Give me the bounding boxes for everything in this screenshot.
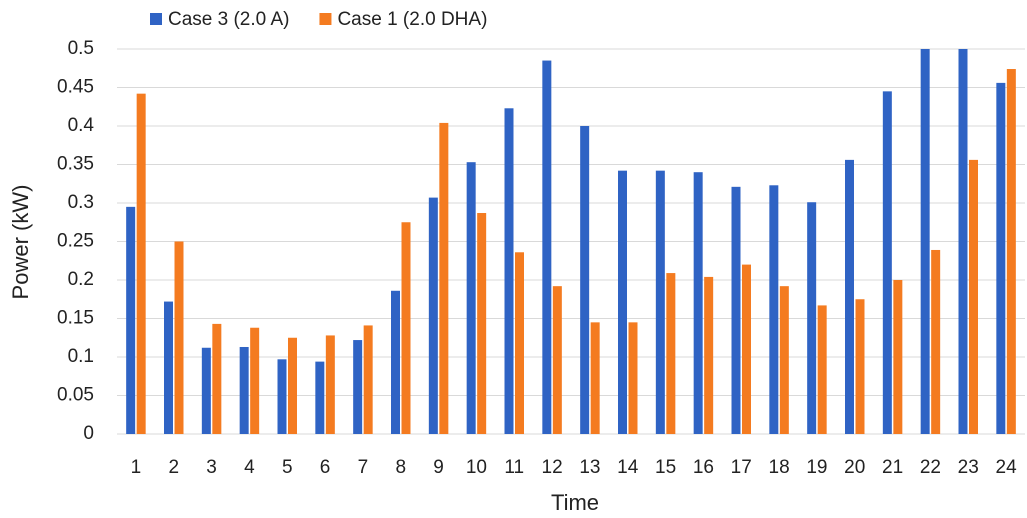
x-tick-label: 21 xyxy=(882,457,903,478)
x-tick-label: 20 xyxy=(844,457,865,478)
bar xyxy=(504,108,514,434)
x-tick-label: 23 xyxy=(958,457,979,478)
x-tick-label: 7 xyxy=(358,457,369,478)
bar xyxy=(288,337,297,434)
y-tick-label: 0.15 xyxy=(57,308,94,329)
x-tick-label: 11 xyxy=(504,457,524,478)
bar xyxy=(882,91,892,434)
bar xyxy=(401,222,411,434)
bar xyxy=(1006,69,1016,435)
x-tick-label: 22 xyxy=(920,457,941,478)
bar xyxy=(201,347,211,434)
bar xyxy=(958,49,968,434)
bar xyxy=(552,286,562,434)
legend-swatch xyxy=(319,13,332,25)
bar xyxy=(126,206,136,434)
x-tick-label: 2 xyxy=(168,457,179,478)
bar xyxy=(618,170,627,434)
bar xyxy=(212,323,222,434)
x-tick-label: 18 xyxy=(769,457,790,478)
y-tick-label: 0.35 xyxy=(57,154,94,175)
x-tick-label: 13 xyxy=(579,457,600,478)
x-tick-label: 14 xyxy=(617,457,639,478)
bar xyxy=(239,346,249,434)
y-tick-label: 0.4 xyxy=(68,115,95,136)
bar xyxy=(250,327,260,434)
bar xyxy=(477,213,487,434)
bar xyxy=(628,322,638,434)
bar xyxy=(590,322,600,434)
x-tick-label: 17 xyxy=(731,457,752,478)
bar xyxy=(428,197,438,434)
bar xyxy=(542,60,552,435)
bar xyxy=(391,290,400,434)
y-tick-label: 0.1 xyxy=(68,346,94,367)
x-tick-label: 16 xyxy=(693,457,714,478)
y-tick-label: 0.05 xyxy=(57,385,94,406)
x-tick-label: 4 xyxy=(244,457,255,478)
legend-label: Case 3 (2.0 A) xyxy=(168,9,289,30)
x-tick-label: 24 xyxy=(996,457,1018,478)
bar xyxy=(704,276,714,434)
bar xyxy=(439,122,449,435)
x-tick-label: 5 xyxy=(282,457,293,478)
y-tick-label: 0.3 xyxy=(68,192,94,213)
bar xyxy=(845,159,854,434)
x-tick-label: 1 xyxy=(131,457,142,478)
y-tick-label: 0 xyxy=(83,423,94,444)
bar xyxy=(855,299,865,434)
x-tick-label: 12 xyxy=(542,457,563,478)
bar xyxy=(363,325,373,434)
bar xyxy=(969,159,978,434)
x-tick-label: 8 xyxy=(395,457,406,478)
bar xyxy=(893,280,903,434)
legend-swatch xyxy=(150,13,162,25)
x-tick-label: 19 xyxy=(806,457,827,478)
bar xyxy=(666,273,676,434)
bar xyxy=(466,162,476,434)
bar xyxy=(742,264,751,434)
bar xyxy=(315,361,325,434)
bar xyxy=(174,241,184,434)
bar xyxy=(807,202,817,434)
y-tick-label: 0.45 xyxy=(57,77,94,98)
bar xyxy=(693,172,703,434)
x-tick-label: 6 xyxy=(320,457,331,478)
bar xyxy=(731,186,741,434)
bar xyxy=(931,249,941,434)
y-tick-label: 0.5 xyxy=(68,38,94,59)
bar xyxy=(655,170,665,434)
x-axis-label: Time xyxy=(551,490,599,515)
x-tick-label: 15 xyxy=(655,457,676,478)
x-tick-label: 10 xyxy=(466,457,487,478)
y-tick-label: 0.2 xyxy=(68,269,94,290)
bar xyxy=(920,49,930,434)
bar xyxy=(277,359,287,434)
bar xyxy=(164,301,173,434)
bar xyxy=(580,126,590,434)
bar xyxy=(136,93,146,434)
bar xyxy=(325,335,335,434)
y-axis-label: Power (kW) xyxy=(8,185,33,300)
bar xyxy=(779,286,789,434)
y-tick-label: 0.25 xyxy=(57,231,94,252)
bar xyxy=(353,340,363,434)
legend-label: Case 1 (2.0 DHA) xyxy=(337,9,487,30)
bar xyxy=(769,185,779,434)
bar xyxy=(996,82,1006,434)
x-tick-label: 3 xyxy=(206,457,217,478)
bar xyxy=(515,252,524,434)
x-tick-label: 9 xyxy=(433,457,444,478)
bar xyxy=(817,305,827,434)
